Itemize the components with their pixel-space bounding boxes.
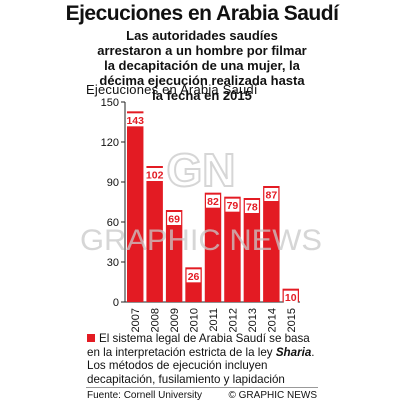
bar	[146, 166, 163, 302]
data-label: 87	[265, 190, 277, 202]
data-label-box	[167, 212, 182, 225]
x-tick-label: 2007	[130, 308, 142, 332]
data-labels: 143 102 69 26 82 79 78 87 10	[126, 113, 298, 304]
x-tick-label: 2011	[208, 308, 220, 332]
data-label: 10	[285, 292, 297, 304]
footnote-text-after: . Los métodos de ejecución incluyen deca…	[87, 345, 315, 386]
watermark-logo: GN	[167, 144, 236, 196]
x-tick-label: 2010	[189, 308, 201, 332]
data-label-box	[244, 200, 259, 213]
data-label: 143	[126, 115, 144, 127]
chart-subtitle: Las autoridades saudíes arrestaron a un …	[97, 28, 307, 103]
credit: © GRAPHIC NEWS	[228, 390, 318, 401]
bar	[165, 210, 183, 302]
footnote: El sistema legal de Arabia Saudí se basa…	[87, 332, 317, 386]
y-tick-label: 0	[113, 297, 119, 309]
bar	[263, 186, 280, 302]
x-tick-label: 2008	[150, 308, 162, 332]
y-tick-label: 120	[101, 137, 119, 149]
source-divider	[86, 387, 318, 388]
data-label-box	[264, 188, 279, 201]
watermark-text: GRAPHIC NEWS	[80, 224, 322, 257]
x-axis: 2007 2008 2009 2010 2011 2012 2013 2014 2015	[130, 308, 298, 332]
y-tick-label: 90	[107, 177, 119, 189]
bar	[204, 192, 222, 302]
x-tick-label: 2012	[227, 308, 239, 332]
data-label-box	[145, 168, 164, 181]
y-tick-label: 150	[101, 97, 119, 109]
data-label-box	[126, 113, 145, 127]
data-label-box	[225, 198, 240, 212]
data-label: 69	[168, 214, 180, 226]
footnote-emphasis: Sharia	[275, 345, 312, 359]
page-title: Ejecuciones en Arabia Saudí	[65, 2, 339, 25]
data-label-box	[206, 194, 220, 208]
x-tick-label: 2009	[169, 308, 181, 332]
watermark: GN GRAPHIC NEWS	[80, 143, 322, 257]
data-label: 82	[207, 196, 219, 208]
y-tick-label: 60	[107, 217, 119, 229]
bar	[224, 196, 241, 302]
x-tick-label: 2013	[247, 308, 259, 332]
bars	[127, 111, 299, 302]
bar	[243, 198, 261, 302]
y-tick-label: 30	[107, 257, 119, 269]
data-label: 102	[146, 170, 164, 182]
x-tick-label: 2015	[286, 308, 298, 332]
data-label: 79	[227, 200, 239, 212]
data-label-box	[186, 269, 201, 283]
chart-heading: Ejecuciones en Arabia Saudí	[86, 82, 258, 97]
data-label: 26	[188, 271, 200, 283]
source: Fuente: Cornell University	[87, 390, 203, 401]
data-label-box	[283, 290, 298, 304]
data-label: 78	[246, 202, 258, 214]
bullet-square-icon	[87, 334, 95, 342]
x-tick-label: 2014	[266, 308, 278, 332]
footnote-text-before: El sistema legal de Arabia Saudí se basa…	[87, 332, 310, 359]
bar	[127, 111, 144, 302]
